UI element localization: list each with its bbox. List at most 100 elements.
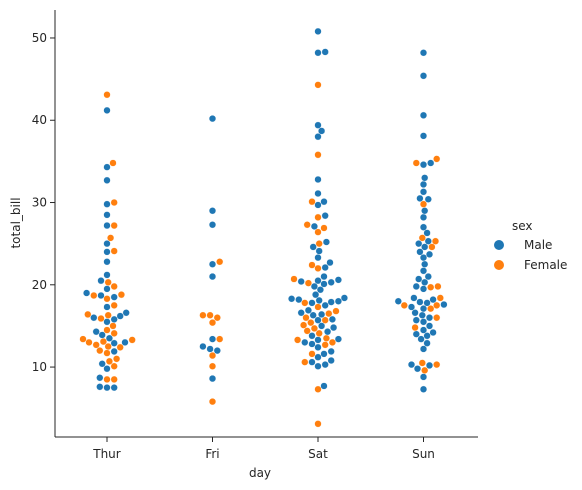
data-point-male <box>320 382 328 390</box>
data-point-male <box>103 176 111 184</box>
data-point-male <box>96 374 104 382</box>
data-point-male <box>315 247 323 255</box>
data-point-male <box>418 311 426 319</box>
x-tick-label: Sun <box>412 447 435 461</box>
data-point-female <box>99 337 108 346</box>
data-point-male <box>419 188 428 196</box>
data-point-male <box>103 221 111 230</box>
data-point-male <box>419 285 428 293</box>
data-point-female <box>199 311 207 319</box>
data-point-female <box>109 322 117 330</box>
data-point-male <box>419 254 428 262</box>
legend-label-male: Male <box>524 238 552 252</box>
data-point-male <box>110 384 118 392</box>
data-point-female <box>90 291 98 300</box>
x-tick-label: Thur <box>92 447 121 461</box>
data-point-male <box>103 106 111 114</box>
data-point-male <box>322 238 331 246</box>
data-point-male <box>208 115 217 123</box>
data-point-male <box>419 180 428 189</box>
data-point-male <box>208 221 217 229</box>
data-point-female <box>79 335 87 343</box>
data-point-male <box>320 280 328 288</box>
y-tick-label: 50 <box>32 31 47 45</box>
data-point-male <box>314 343 322 351</box>
data-point-male <box>416 298 424 306</box>
data-point-male <box>419 267 428 275</box>
data-point-female <box>307 319 315 327</box>
data-point-male <box>419 223 428 231</box>
data-point-male <box>425 314 434 322</box>
data-point-female <box>412 159 420 167</box>
data-point-male <box>82 289 91 297</box>
x-ticks: Thur Fri Sat Sun <box>92 437 435 461</box>
data-point-male <box>321 360 329 369</box>
data-point-female <box>303 221 311 229</box>
y-tick-label: 10 <box>32 360 47 374</box>
data-point-male <box>98 331 106 339</box>
data-points <box>79 27 448 428</box>
data-point-female <box>110 198 118 207</box>
data-point-male <box>327 278 335 286</box>
data-point-male <box>309 311 317 319</box>
data-point-female <box>104 278 112 286</box>
data-point-male <box>328 315 337 323</box>
data-point-male <box>314 27 322 35</box>
data-point-male <box>334 335 343 343</box>
y-axis-label: total_bill <box>9 197 23 248</box>
data-point-male <box>429 328 437 337</box>
data-point-female <box>421 366 429 374</box>
data-point-female <box>304 279 313 287</box>
data-point-male <box>295 296 303 304</box>
data-point-male <box>301 338 309 346</box>
data-point-female <box>320 224 328 232</box>
data-point-female <box>110 221 118 230</box>
data-point-female <box>411 323 419 332</box>
data-point-male <box>324 328 332 336</box>
data-point-female <box>427 305 435 313</box>
data-point-male <box>103 318 111 326</box>
data-point-male <box>334 276 343 284</box>
data-point-female <box>314 228 322 236</box>
data-point-male <box>424 272 432 281</box>
data-point-female <box>308 198 316 206</box>
data-point-male <box>213 347 221 355</box>
data-point-female <box>105 357 114 365</box>
data-point-male <box>327 298 335 306</box>
data-point-male <box>314 175 322 184</box>
data-point-male <box>105 334 114 342</box>
data-point-male <box>297 277 305 286</box>
data-point-male <box>412 316 420 324</box>
data-point-male <box>96 383 104 391</box>
data-point-male <box>208 335 217 343</box>
data-point-male <box>122 309 130 317</box>
data-point-female <box>112 355 121 363</box>
data-point-female <box>328 338 337 346</box>
data-point-female <box>106 234 115 242</box>
data-point-male <box>415 275 423 283</box>
data-point-male <box>411 309 419 317</box>
data-point-female <box>103 349 111 357</box>
data-point-female <box>110 301 118 309</box>
data-point-male <box>121 338 129 346</box>
data-point-female <box>321 341 329 349</box>
data-point-male <box>419 373 428 381</box>
data-point-female <box>308 261 316 269</box>
data-point-male <box>314 353 322 361</box>
data-point-male <box>208 374 217 383</box>
data-point-female <box>431 237 440 245</box>
data-point-male <box>419 132 428 140</box>
data-point-male <box>330 323 338 332</box>
data-point-female <box>433 314 441 322</box>
data-point-male <box>421 174 429 182</box>
data-point-male <box>415 240 423 248</box>
data-point-male <box>97 277 105 285</box>
data-point-male <box>416 194 424 203</box>
data-point-female <box>314 81 322 89</box>
data-point-male <box>419 72 428 80</box>
data-point-female <box>208 398 217 406</box>
y-tick-label: 20 <box>32 278 47 292</box>
data-point-male <box>412 282 420 291</box>
legend-marker-male <box>494 240 504 250</box>
data-point-female <box>321 316 329 324</box>
